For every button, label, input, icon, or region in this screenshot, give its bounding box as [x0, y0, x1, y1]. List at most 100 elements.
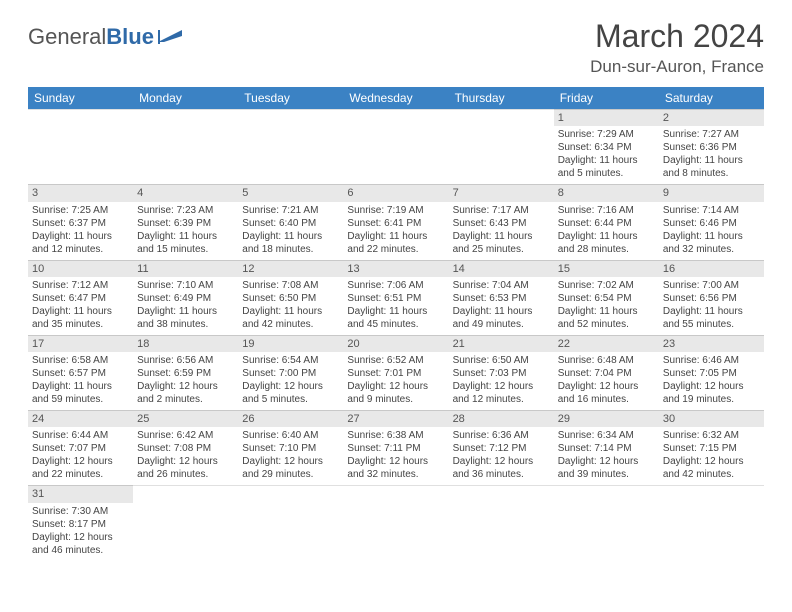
day-number [659, 485, 764, 502]
day-detail-line: Daylight: 11 hours and 15 minutes. [137, 230, 234, 256]
calendar-day-cell [238, 485, 343, 560]
calendar-day-cell: 12Sunrise: 7:08 AMSunset: 6:50 PMDayligh… [238, 260, 343, 335]
day-detail-line: Sunrise: 6:54 AM [242, 354, 339, 367]
day-detail-line: Daylight: 11 hours and 45 minutes. [347, 305, 444, 331]
day-detail-line: Daylight: 11 hours and 12 minutes. [32, 230, 129, 256]
day-detail-line: Sunset: 6:49 PM [137, 292, 234, 305]
day-number: 4 [133, 184, 238, 201]
day-number: 31 [28, 485, 133, 502]
calendar-week-row: 31Sunrise: 7:30 AMSunset: 8:17 PMDayligh… [28, 485, 764, 560]
weekday-header: Saturday [659, 87, 764, 109]
day-detail-line: Daylight: 11 hours and 52 minutes. [558, 305, 655, 331]
day-detail-line: Daylight: 11 hours and 38 minutes. [137, 305, 234, 331]
calendar-day-cell [659, 485, 764, 560]
calendar-day-cell: 9Sunrise: 7:14 AMSunset: 6:46 PMDaylight… [659, 184, 764, 259]
title-block: March 2024 Dun-sur-Auron, France [590, 18, 764, 77]
day-number [554, 485, 659, 502]
day-detail-line: Sunrise: 6:48 AM [558, 354, 655, 367]
day-detail-line: Sunset: 6:40 PM [242, 217, 339, 230]
calendar-day-cell: 7Sunrise: 7:17 AMSunset: 6:43 PMDaylight… [449, 184, 554, 259]
day-detail-line: Sunrise: 6:36 AM [453, 429, 550, 442]
day-detail-line: Sunrise: 7:25 AM [32, 204, 129, 217]
day-number: 23 [659, 335, 764, 352]
calendar-day-cell [449, 485, 554, 560]
day-detail-line: Sunset: 6:41 PM [347, 217, 444, 230]
day-detail-line: Daylight: 12 hours and 9 minutes. [347, 380, 444, 406]
day-detail-line: Sunset: 7:00 PM [242, 367, 339, 380]
day-detail-line: Sunrise: 7:02 AM [558, 279, 655, 292]
calendar-head: SundayMondayTuesdayWednesdayThursdayFrid… [28, 87, 764, 109]
day-detail-line: Sunset: 7:12 PM [453, 442, 550, 455]
calendar-day-cell: 8Sunrise: 7:16 AMSunset: 6:44 PMDaylight… [554, 184, 659, 259]
day-detail-line: Sunrise: 7:30 AM [32, 505, 129, 518]
day-detail-line: Daylight: 12 hours and 29 minutes. [242, 455, 339, 481]
calendar-week-row: 17Sunrise: 6:58 AMSunset: 6:57 PMDayligh… [28, 335, 764, 410]
day-detail-line: Sunrise: 7:21 AM [242, 204, 339, 217]
day-detail-line: Sunrise: 7:08 AM [242, 279, 339, 292]
day-detail-line: Daylight: 12 hours and 42 minutes. [663, 455, 760, 481]
day-detail-line: Sunset: 7:03 PM [453, 367, 550, 380]
day-detail-line: Sunrise: 6:34 AM [558, 429, 655, 442]
calendar-day-cell: 3Sunrise: 7:25 AMSunset: 6:37 PMDaylight… [28, 184, 133, 259]
day-detail-line: Sunrise: 7:27 AM [663, 128, 760, 141]
day-detail-line: Daylight: 12 hours and 2 minutes. [137, 380, 234, 406]
calendar-day-cell: 6Sunrise: 7:19 AMSunset: 6:41 PMDaylight… [343, 184, 448, 259]
day-detail-line: Sunrise: 6:50 AM [453, 354, 550, 367]
calendar-day-cell: 27Sunrise: 6:38 AMSunset: 7:11 PMDayligh… [343, 410, 448, 485]
day-detail-line: Daylight: 12 hours and 5 minutes. [242, 380, 339, 406]
day-number: 8 [554, 184, 659, 201]
calendar-day-cell: 28Sunrise: 6:36 AMSunset: 7:12 PMDayligh… [449, 410, 554, 485]
day-number: 28 [449, 410, 554, 427]
calendar-day-cell [238, 109, 343, 184]
day-detail-line: Daylight: 11 hours and 22 minutes. [347, 230, 444, 256]
day-detail-line: Sunrise: 7:04 AM [453, 279, 550, 292]
day-number [238, 485, 343, 502]
day-number: 5 [238, 184, 343, 201]
day-detail-line: Sunrise: 6:40 AM [242, 429, 339, 442]
day-detail-line: Sunset: 6:43 PM [453, 217, 550, 230]
day-detail-line: Sunrise: 6:38 AM [347, 429, 444, 442]
calendar-day-cell: 17Sunrise: 6:58 AMSunset: 6:57 PMDayligh… [28, 335, 133, 410]
calendar-week-row: 24Sunrise: 6:44 AMSunset: 7:07 PMDayligh… [28, 410, 764, 485]
day-detail-line: Sunset: 7:15 PM [663, 442, 760, 455]
calendar-day-cell: 14Sunrise: 7:04 AMSunset: 6:53 PMDayligh… [449, 260, 554, 335]
day-detail-line: Sunrise: 7:19 AM [347, 204, 444, 217]
day-detail-line: Sunrise: 7:10 AM [137, 279, 234, 292]
day-detail-line: Daylight: 11 hours and 32 minutes. [663, 230, 760, 256]
weekday-header: Sunday [28, 87, 133, 109]
day-detail-line: Sunset: 6:46 PM [663, 217, 760, 230]
day-detail-line: Daylight: 12 hours and 26 minutes. [137, 455, 234, 481]
day-number [28, 109, 133, 126]
calendar-day-cell [449, 109, 554, 184]
day-detail-line: Sunset: 6:36 PM [663, 141, 760, 154]
day-detail-line: Sunset: 7:11 PM [347, 442, 444, 455]
calendar-day-cell: 19Sunrise: 6:54 AMSunset: 7:00 PMDayligh… [238, 335, 343, 410]
day-detail-line: Sunrise: 6:46 AM [663, 354, 760, 367]
day-number: 22 [554, 335, 659, 352]
calendar-day-cell: 10Sunrise: 7:12 AMSunset: 6:47 PMDayligh… [28, 260, 133, 335]
weekday-header: Friday [554, 87, 659, 109]
day-detail-line: Sunrise: 7:00 AM [663, 279, 760, 292]
day-detail-line: Sunrise: 7:06 AM [347, 279, 444, 292]
day-detail-line: Daylight: 11 hours and 18 minutes. [242, 230, 339, 256]
calendar-week-row: 3Sunrise: 7:25 AMSunset: 6:37 PMDaylight… [28, 184, 764, 259]
day-detail-line: Sunset: 6:44 PM [558, 217, 655, 230]
day-detail-line: Daylight: 12 hours and 22 minutes. [32, 455, 129, 481]
calendar-day-cell: 26Sunrise: 6:40 AMSunset: 7:10 PMDayligh… [238, 410, 343, 485]
calendar-day-cell: 18Sunrise: 6:56 AMSunset: 6:59 PMDayligh… [133, 335, 238, 410]
calendar-day-cell: 2Sunrise: 7:27 AMSunset: 6:36 PMDaylight… [659, 109, 764, 184]
calendar-day-cell: 31Sunrise: 7:30 AMSunset: 8:17 PMDayligh… [28, 485, 133, 560]
day-detail-line: Daylight: 11 hours and 28 minutes. [558, 230, 655, 256]
day-detail-line: Daylight: 11 hours and 55 minutes. [663, 305, 760, 331]
calendar-day-cell [343, 485, 448, 560]
day-number: 9 [659, 184, 764, 201]
day-detail-line: Daylight: 12 hours and 19 minutes. [663, 380, 760, 406]
calendar-day-cell: 5 Sunrise: 7:21 AMSunset: 6:40 PMDaylight… [238, 184, 343, 259]
day-number: 11 [133, 260, 238, 277]
weekday-header: Wednesday [343, 87, 448, 109]
day-detail-line: Daylight: 12 hours and 39 minutes. [558, 455, 655, 481]
calendar-day-cell: 21Sunrise: 6:50 AMSunset: 7:03 PMDayligh… [449, 335, 554, 410]
calendar-day-cell: 22Sunrise: 6:48 AMSunset: 7:04 PMDayligh… [554, 335, 659, 410]
day-number: 7 [449, 184, 554, 201]
day-number: 30 [659, 410, 764, 427]
